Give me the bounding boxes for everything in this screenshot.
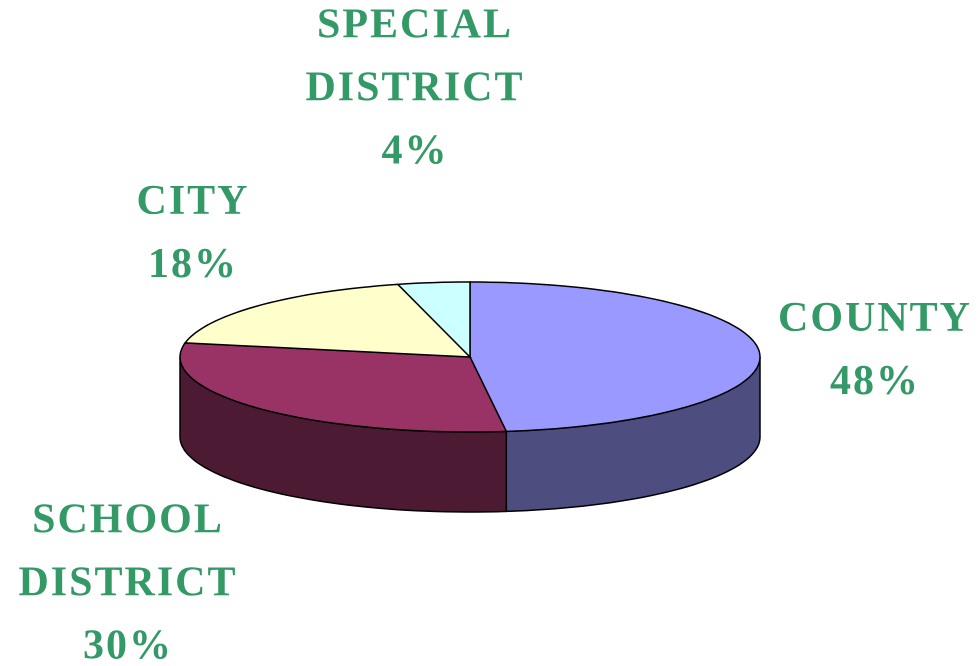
slice-value: 48% <box>830 358 920 404</box>
slice-value: 4% <box>381 127 449 174</box>
slice-label: CITY 18% <box>113 170 273 296</box>
pie-slice <box>469 281 761 433</box>
slice-name: COUNTY <box>777 295 972 341</box>
slice-name: SCHOOL DISTRICT <box>18 496 238 606</box>
slice-name: SPECIAL DISTRICT <box>305 1 525 111</box>
pie-slice <box>183 283 472 358</box>
slice-name: CITY <box>136 178 250 224</box>
slice-value: 18% <box>148 241 238 287</box>
slice-label: SCHOOL DISTRICT 30% <box>8 489 248 666</box>
pie-slice <box>396 281 471 359</box>
pie-slice <box>179 342 508 433</box>
slice-value: 30% <box>83 622 173 666</box>
slice-label: SPECIAL DISTRICT 4% <box>285 0 545 183</box>
slice-label: COUNTY 48% <box>765 287 980 413</box>
